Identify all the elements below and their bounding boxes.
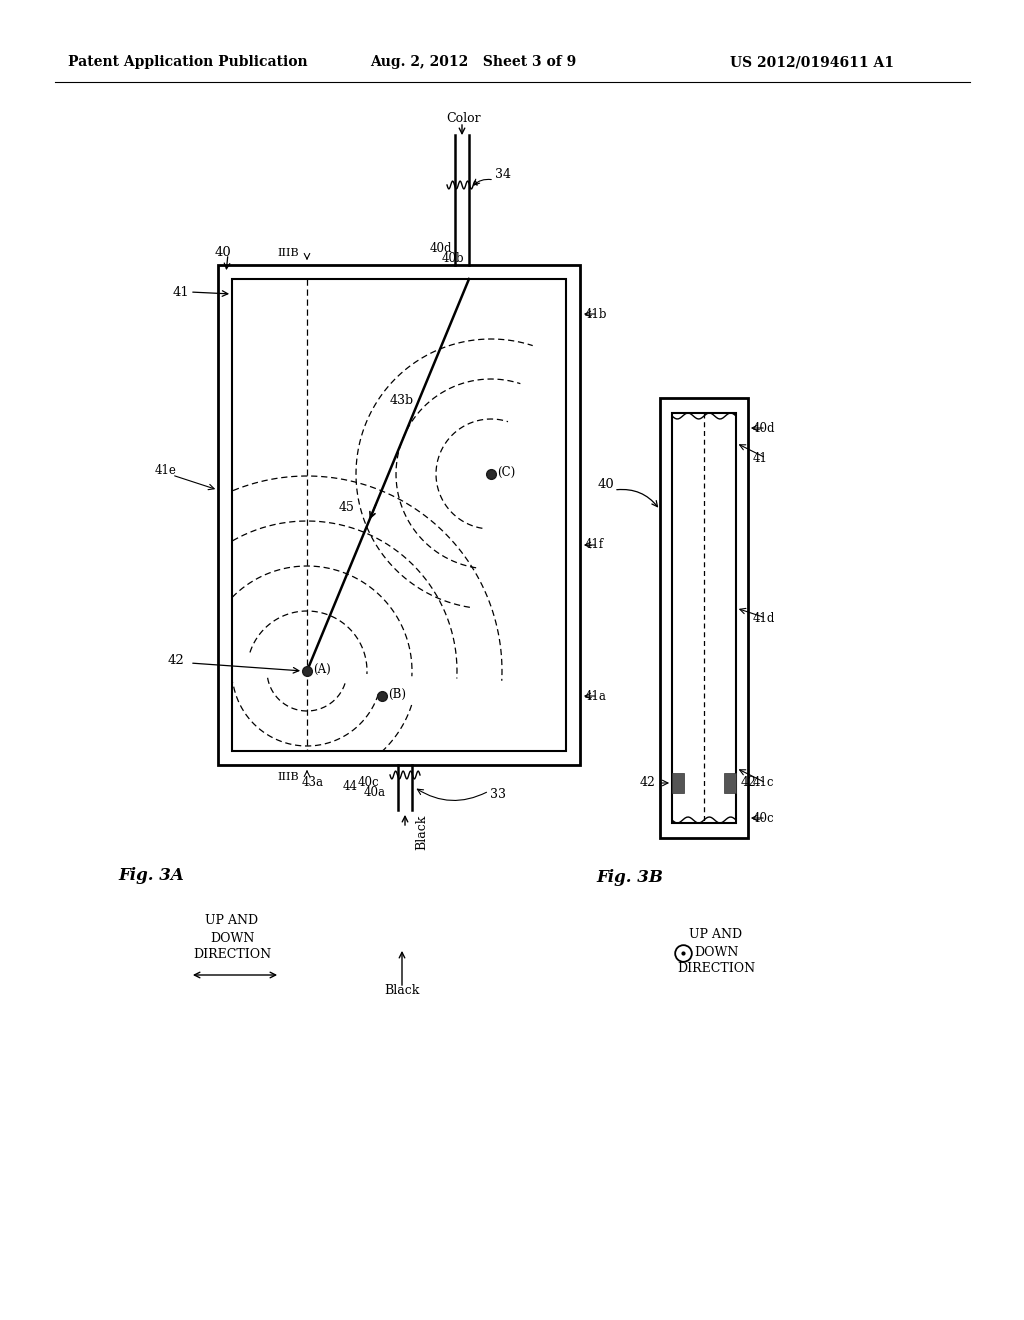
Text: 40c: 40c [358,776,380,788]
Text: Patent Application Publication: Patent Application Publication [68,55,307,69]
Text: 40c: 40c [753,812,774,825]
Text: DIRECTION: DIRECTION [677,961,755,974]
Text: UP AND: UP AND [689,928,742,941]
Text: Fig. 3A: Fig. 3A [118,866,183,883]
Text: 42: 42 [168,655,184,668]
Text: 34: 34 [495,169,511,181]
Text: 43b: 43b [390,393,414,407]
Bar [218,265,580,766]
Text: 40a: 40a [364,785,386,799]
Text: Aug. 2, 2012   Sheet 3 of 9: Aug. 2, 2012 Sheet 3 of 9 [370,55,577,69]
Text: 45: 45 [339,500,354,513]
Text: DIRECTION: DIRECTION [193,949,271,961]
Text: DOWN: DOWN [210,932,254,945]
Text: Color: Color [446,111,481,124]
Bar [672,413,736,822]
Text: 40d: 40d [753,421,775,434]
Bar [672,774,684,793]
Text: 41a: 41a [585,689,607,702]
Text: 40: 40 [215,246,231,259]
Text: IIIB: IIIB [278,248,299,257]
Text: DOWN: DOWN [694,945,738,958]
Text: 42: 42 [639,776,655,789]
Bar [232,279,566,751]
Text: 41: 41 [753,451,768,465]
Text: (B): (B) [388,688,406,701]
Text: US 2012/0194611 A1: US 2012/0194611 A1 [730,55,894,69]
Text: (A): (A) [313,663,331,676]
Text: 41f: 41f [585,539,604,552]
Text: 41b: 41b [585,308,607,321]
Text: UP AND: UP AND [206,913,259,927]
Text: 44: 44 [343,780,358,793]
Text: Fig. 3B: Fig. 3B [596,870,663,887]
Text: 41d: 41d [753,611,775,624]
Text: 33: 33 [490,788,506,801]
Text: IIIB: IIIB [278,772,299,781]
Text: Black: Black [384,983,420,997]
Text: 41: 41 [173,285,189,298]
Text: Black: Black [415,814,428,850]
Text: (C): (C) [497,466,515,479]
Text: 40b: 40b [442,252,465,264]
Bar [660,399,748,838]
Text: 43a: 43a [302,776,324,789]
Text: 40d: 40d [430,242,453,255]
Text: 40: 40 [598,479,614,491]
Bar [724,774,736,793]
Text: 41e: 41e [155,463,177,477]
Text: 41c: 41c [753,776,774,789]
Text: 42: 42 [741,776,757,789]
